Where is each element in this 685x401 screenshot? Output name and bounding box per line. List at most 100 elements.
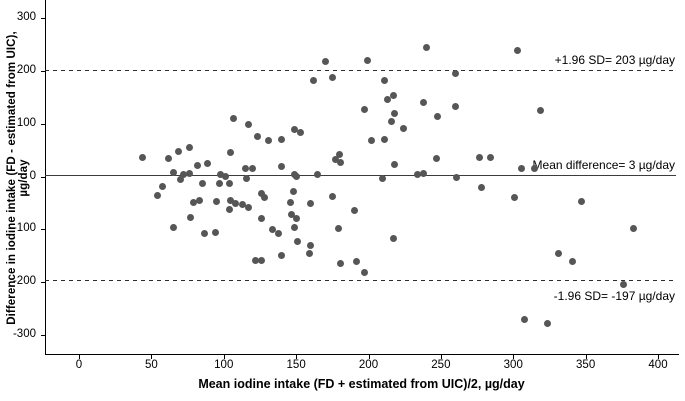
scatter-point [253,133,261,141]
scatter-point [314,170,322,178]
x-tick-label: 100 [214,359,234,371]
scatter-point [350,207,358,215]
scatter-point [275,230,283,238]
scatter-point [176,176,184,184]
scatter-point [433,155,441,163]
scatter-point [201,230,209,238]
scatter-point [367,136,375,144]
y-tick-mark [40,71,45,73]
scatter-point [321,58,329,66]
scatter-point [434,113,442,121]
x-tick-label: 200 [358,359,379,371]
y-tick-label: -100 [12,222,36,235]
scatter-point [211,229,219,237]
scatter-point [334,225,342,233]
scatter-point [241,165,249,173]
scatter-point [380,135,388,143]
scatter-point [179,170,187,178]
scatter-point [189,199,197,207]
scatter-point [331,156,339,164]
x-tick-label: 350 [576,359,596,371]
scatter-point [227,197,235,205]
y-tick-mark [40,123,45,125]
scatter-point [291,224,299,232]
scatter-point [217,170,225,178]
scatter-point [337,158,345,166]
scatter-point [231,200,239,208]
scatter-point [380,77,388,85]
scatter-point [307,241,315,249]
limit-of-agreement-line [45,280,676,282]
scatter-point [544,320,552,328]
y-tick-mark [40,334,45,336]
scatter-point [353,258,361,266]
scatter-point [278,135,286,143]
scatter-point [476,154,484,162]
scatter-point [244,120,252,128]
scatter-point [554,250,562,258]
x-tick-mark [585,355,587,359]
scatter-point [511,194,519,202]
y-axis-line [44,0,46,355]
y-tick-mark [40,281,45,283]
scatter-point [305,250,313,258]
y-tick-mark [40,18,45,20]
scatter-point [389,235,397,243]
scatter-point [477,184,485,192]
scatter-point [289,188,297,196]
scatter-point [227,148,235,156]
y-tick-label: 300 [16,11,36,24]
scatter-point [629,225,637,233]
scatter-point [399,124,407,132]
scatter-point [420,169,427,177]
scatter-point [230,114,238,122]
scatter-point [531,165,539,173]
scatter-point [486,154,494,162]
scatter-point [292,215,300,223]
scatter-point [260,194,268,202]
scatter-point [518,165,526,173]
x-tick-mark [223,355,225,359]
scatter-point [577,198,585,206]
scatter-point [388,117,396,125]
scatter-point [391,160,399,168]
scatter-point [169,168,177,176]
x-axis-title: Mean iodine intake (FD + estimated from … [198,377,525,391]
scatter-point [389,92,397,100]
scatter-point [379,175,387,183]
scatter-point [383,95,391,103]
limit-of-agreement-line [45,69,676,71]
reference-line-label: Mean difference= 3 µg/day [532,157,675,172]
scatter-point [391,109,399,117]
scatter-point [213,198,220,206]
scatter-point [204,159,212,167]
scatter-point [226,179,234,187]
scatter-point [363,57,371,65]
scatter-point [521,315,529,323]
scatter-point [159,183,167,190]
scatter-point [186,214,194,222]
x-tick-label: 50 [144,359,158,371]
scatter-point [451,103,459,111]
scatter-point [257,215,265,223]
scatter-point [278,251,286,259]
scatter-point [453,174,461,182]
scatter-point [328,193,336,201]
x-tick-mark [151,355,153,359]
mean-difference-line [45,174,676,176]
scatter-point [328,74,336,82]
scatter-point [294,238,302,246]
y-tick-mark [40,176,45,178]
y-tick-label: 100 [16,116,36,129]
scatter-point [360,268,368,276]
scatter-point [195,197,203,205]
scatter-point [336,150,344,158]
scatter-point [451,70,459,78]
scatter-point [286,199,294,207]
scatter-point [244,204,252,212]
y-tick-label: 0 [29,169,36,182]
scatter-point [307,200,315,208]
scatter-point [198,179,206,187]
scatter-point [414,170,422,178]
